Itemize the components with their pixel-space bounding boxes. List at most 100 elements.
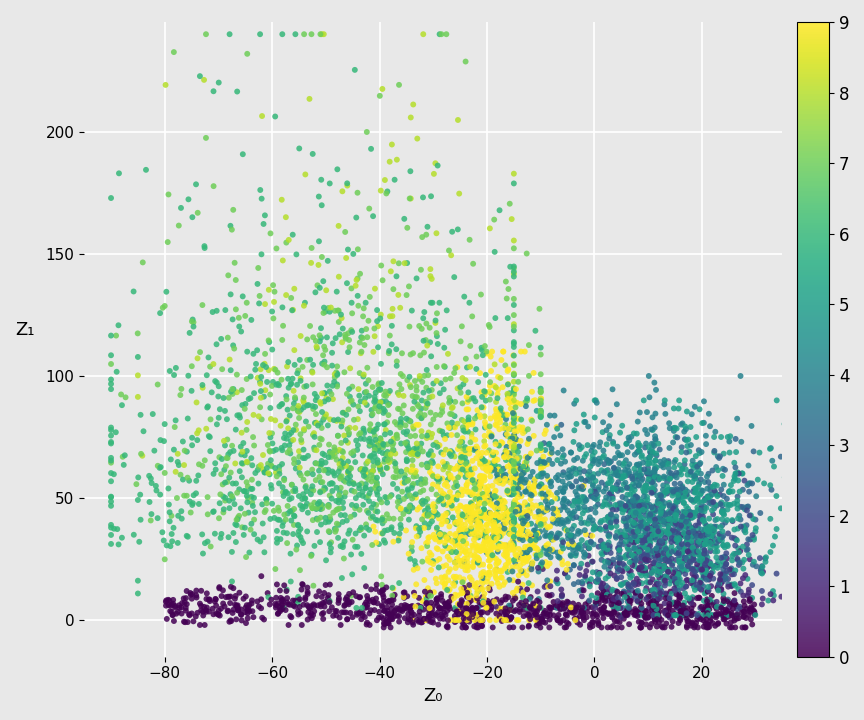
Point (417, 522, 431, 534)
Point (514, 470, 528, 482)
Point (700, 570, 714, 581)
Point (544, 489, 558, 500)
Point (749, 523, 763, 534)
Point (158, 467, 172, 479)
Point (449, 462, 463, 474)
Point (368, 402, 382, 414)
Point (481, 485, 495, 496)
Point (787, 530, 801, 541)
Point (337, 430, 351, 441)
Point (641, 508, 655, 519)
Point (454, 531, 468, 543)
Point (627, 542, 641, 554)
Point (475, 344, 489, 356)
Point (582, 595, 596, 606)
Point (613, 539, 626, 550)
Point (674, 419, 688, 431)
Point (540, 470, 554, 482)
Point (471, 377, 485, 388)
Point (658, 559, 671, 571)
Point (565, 536, 579, 547)
Point (660, 604, 674, 616)
Point (332, 588, 346, 600)
Point (332, 594, 346, 606)
Point (409, 430, 422, 441)
Point (491, 544, 505, 555)
Point (726, 603, 740, 614)
Point (612, 598, 626, 609)
Point (383, 398, 397, 410)
Point (394, 438, 408, 449)
Point (359, 522, 373, 534)
Point (681, 486, 695, 498)
Point (435, 546, 449, 557)
Point (275, 595, 289, 606)
Point (631, 588, 645, 599)
Point (414, 601, 428, 613)
Point (452, 614, 466, 626)
Point (240, 600, 254, 611)
Point (454, 588, 468, 599)
Point (632, 606, 645, 618)
Point (626, 526, 640, 538)
Point (555, 514, 569, 526)
Point (105, 430, 118, 441)
Point (167, 46, 181, 58)
Point (262, 284, 276, 296)
Point (412, 592, 426, 603)
Point (359, 472, 373, 483)
Point (570, 498, 584, 510)
Point (282, 423, 295, 434)
Point (276, 398, 289, 410)
Point (245, 483, 259, 495)
Point (495, 509, 509, 521)
Point (314, 433, 328, 445)
Point (167, 616, 181, 627)
Point (480, 535, 493, 546)
Point (695, 551, 708, 562)
Point (318, 483, 332, 495)
Point (449, 518, 463, 530)
Point (177, 616, 191, 627)
Point (107, 469, 121, 480)
Point (646, 609, 660, 621)
Point (560, 564, 574, 575)
Point (449, 477, 463, 488)
Point (235, 384, 249, 396)
Point (507, 458, 521, 469)
Point (684, 609, 698, 621)
Point (690, 492, 704, 504)
Point (692, 496, 706, 508)
Point (670, 467, 683, 479)
Point (550, 575, 563, 587)
Point (535, 508, 549, 520)
Point (507, 478, 521, 490)
Point (387, 456, 401, 468)
Point (458, 560, 472, 572)
Point (105, 436, 118, 448)
Point (645, 443, 658, 454)
Point (187, 317, 200, 328)
Point (315, 499, 329, 510)
Point (538, 617, 552, 629)
Point (443, 449, 457, 460)
Point (330, 379, 344, 390)
Point (715, 431, 728, 443)
Point (210, 338, 224, 350)
Point (614, 472, 628, 484)
Point (685, 563, 699, 575)
Point (394, 600, 408, 611)
Point (489, 567, 503, 578)
Point (226, 383, 239, 395)
Point (633, 562, 647, 573)
Point (213, 610, 226, 621)
Point (360, 362, 374, 374)
Point (470, 524, 484, 536)
Point (507, 429, 521, 441)
Point (319, 344, 333, 356)
Point (645, 596, 658, 608)
Point (507, 413, 521, 425)
Point (597, 467, 611, 478)
Point (700, 502, 714, 513)
Point (508, 431, 522, 443)
